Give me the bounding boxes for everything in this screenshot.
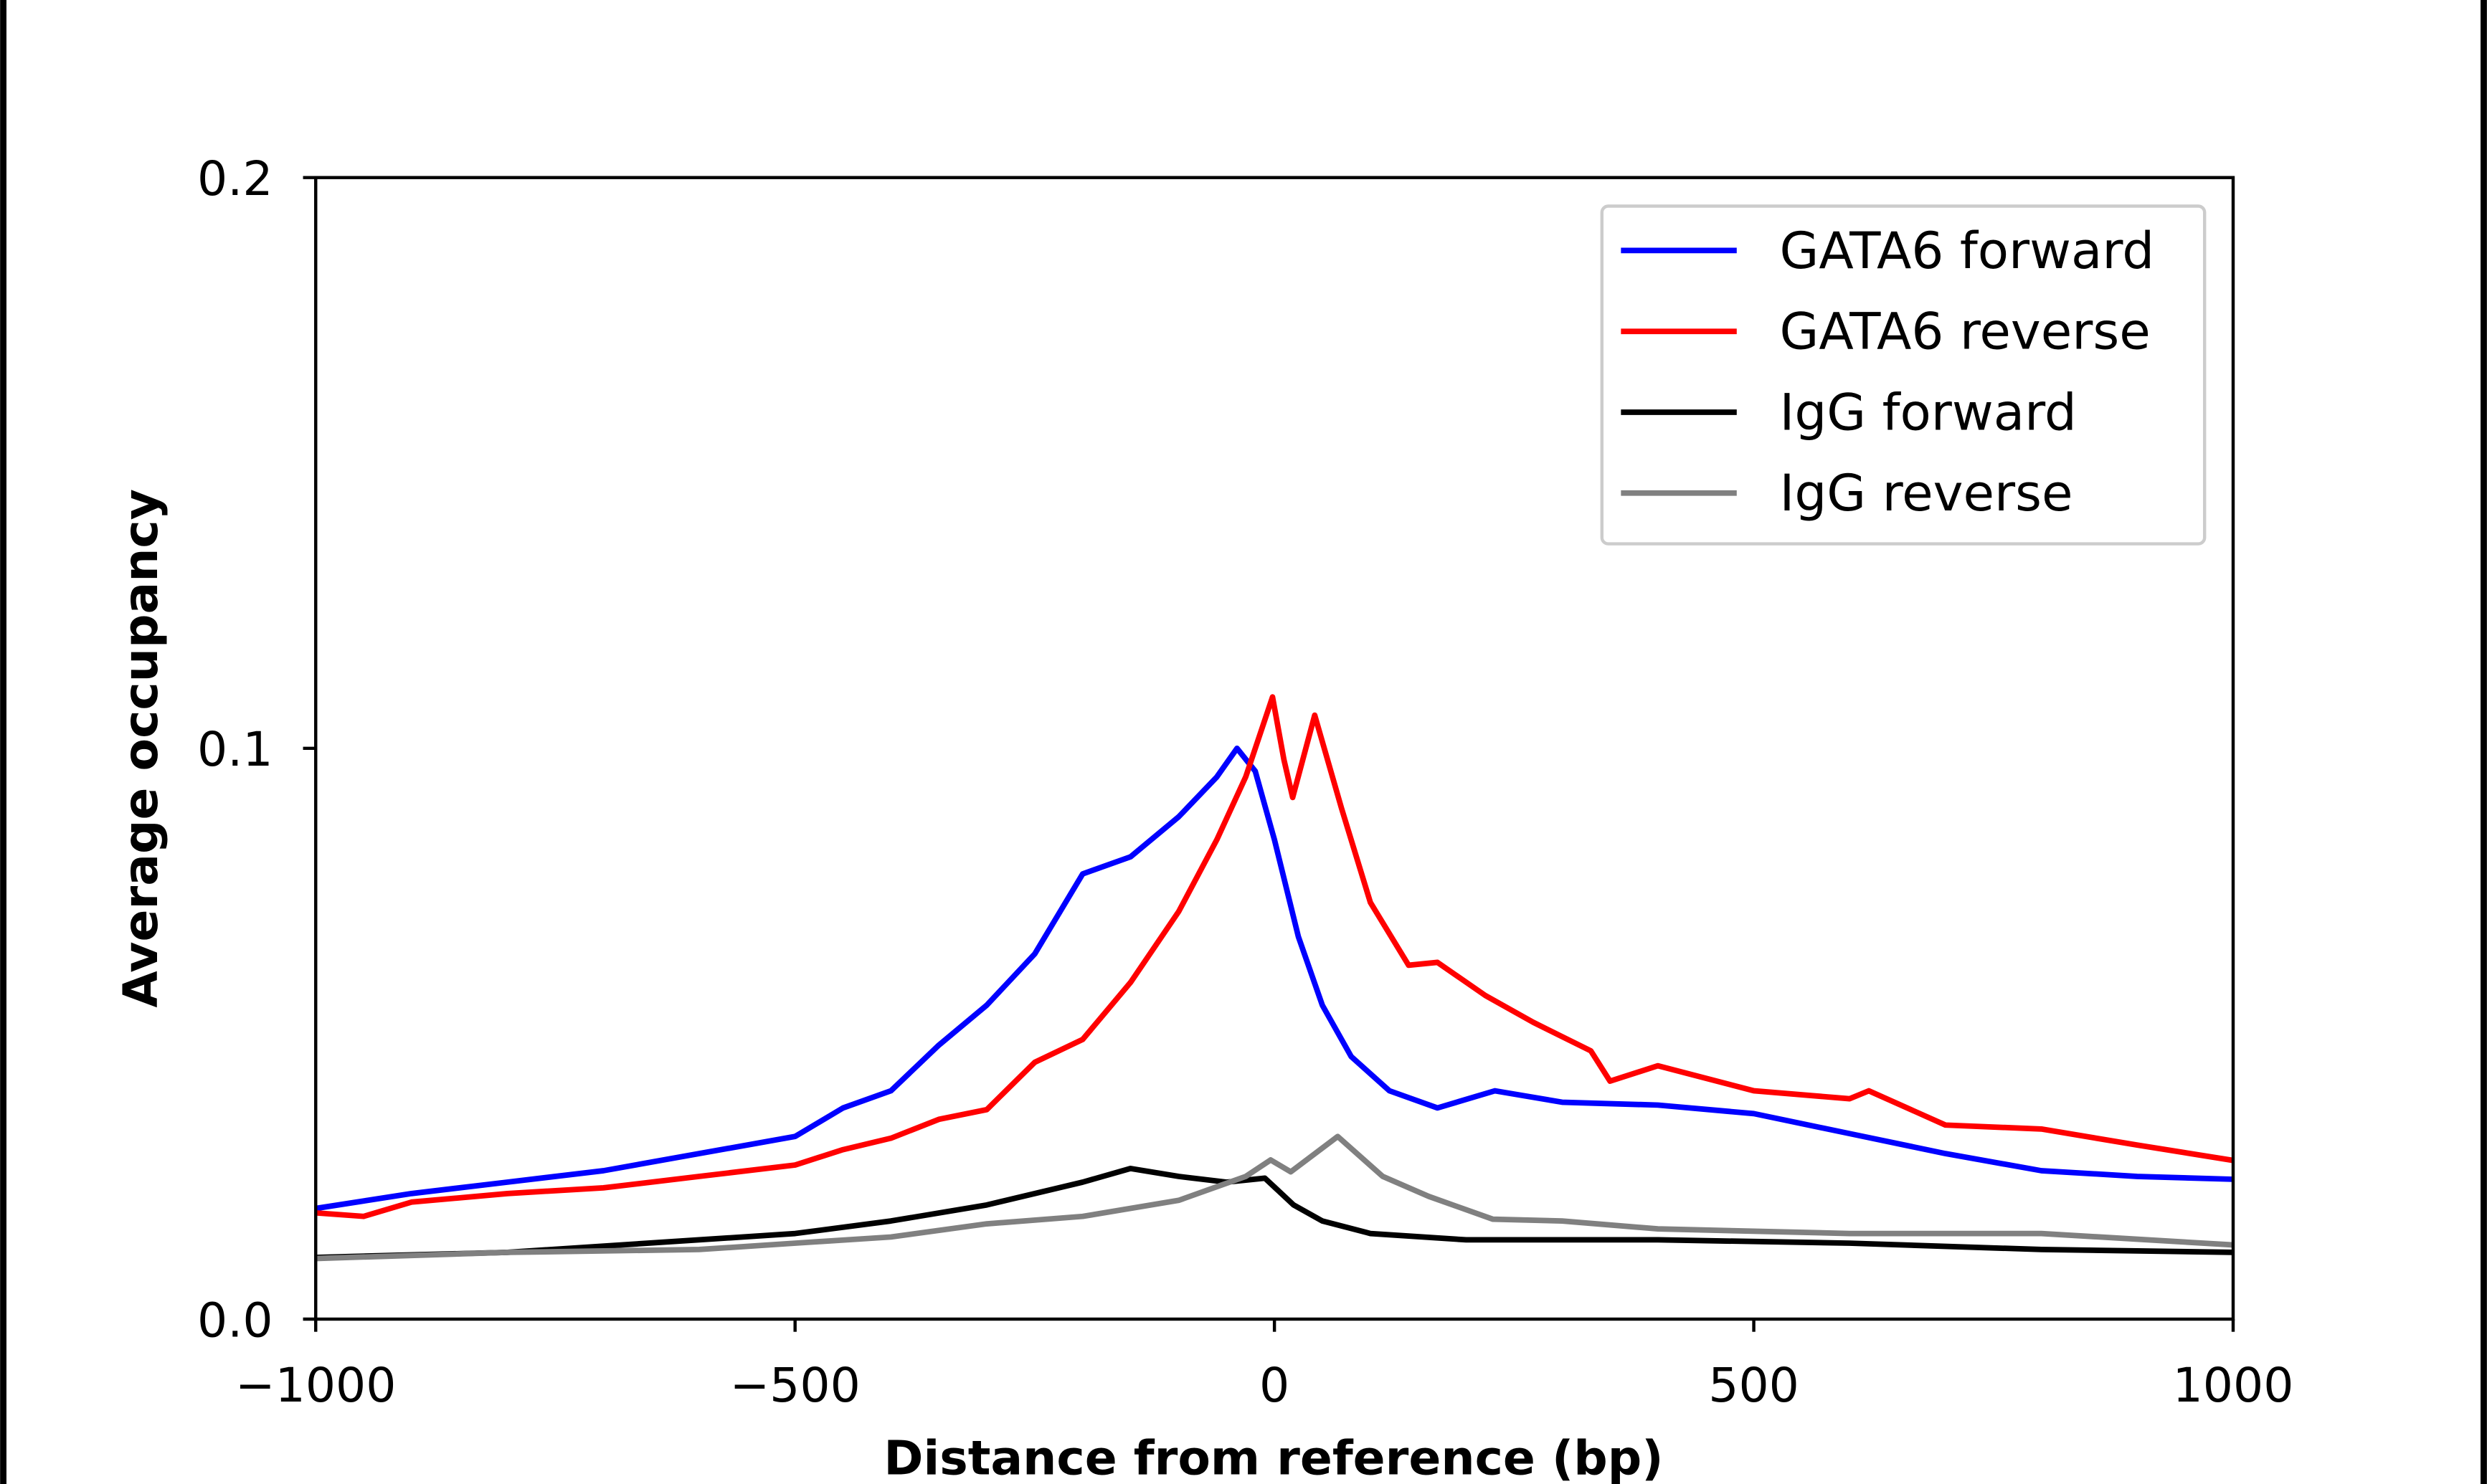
x-tick-label: −500 <box>730 1357 861 1413</box>
y-tick-label: 0.0 <box>197 1292 273 1348</box>
legend-box <box>1600 204 2207 546</box>
legend-label: IgG forward <box>1780 382 2077 442</box>
series-layer <box>315 694 2234 1262</box>
x-tick-label: 1000 <box>2173 1357 2294 1413</box>
x-tick-label: 0 <box>1259 1357 1289 1413</box>
y-tick-label: 0.2 <box>197 151 273 206</box>
x-tick-label: 500 <box>1708 1357 1799 1413</box>
x-tick-label: −1000 <box>235 1357 396 1413</box>
legend: GATA6 forward GATA6 reverse IgG forward IgG… <box>1600 204 2207 546</box>
y-axis-label: Average occupancy <box>113 489 169 1008</box>
ticks-layer: −1000 −500 0 500 1000 0.0 0.1 0.2 <box>197 151 2293 1413</box>
legend-label: IgG reverse <box>1780 463 2073 523</box>
x-axis-label: Distance from reference (bp) <box>884 1430 1663 1484</box>
right-border-bar <box>2481 0 2487 1484</box>
series-line-igg-reverse <box>316 1133 2234 1262</box>
left-border-bar <box>0 0 7 1484</box>
legend-label: GATA6 forward <box>1780 221 2155 280</box>
y-tick-label: 0.1 <box>197 721 273 777</box>
series-line-gata6-forward <box>315 745 2234 1212</box>
legend-label: GATA6 reverse <box>1780 302 2151 361</box>
series-line-gata6-reverse <box>315 694 2234 1219</box>
